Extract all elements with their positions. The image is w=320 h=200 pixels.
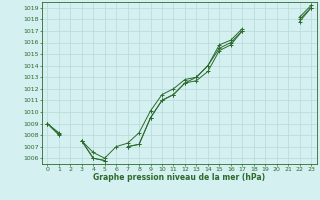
X-axis label: Graphe pression niveau de la mer (hPa): Graphe pression niveau de la mer (hPa) — [93, 173, 265, 182]
